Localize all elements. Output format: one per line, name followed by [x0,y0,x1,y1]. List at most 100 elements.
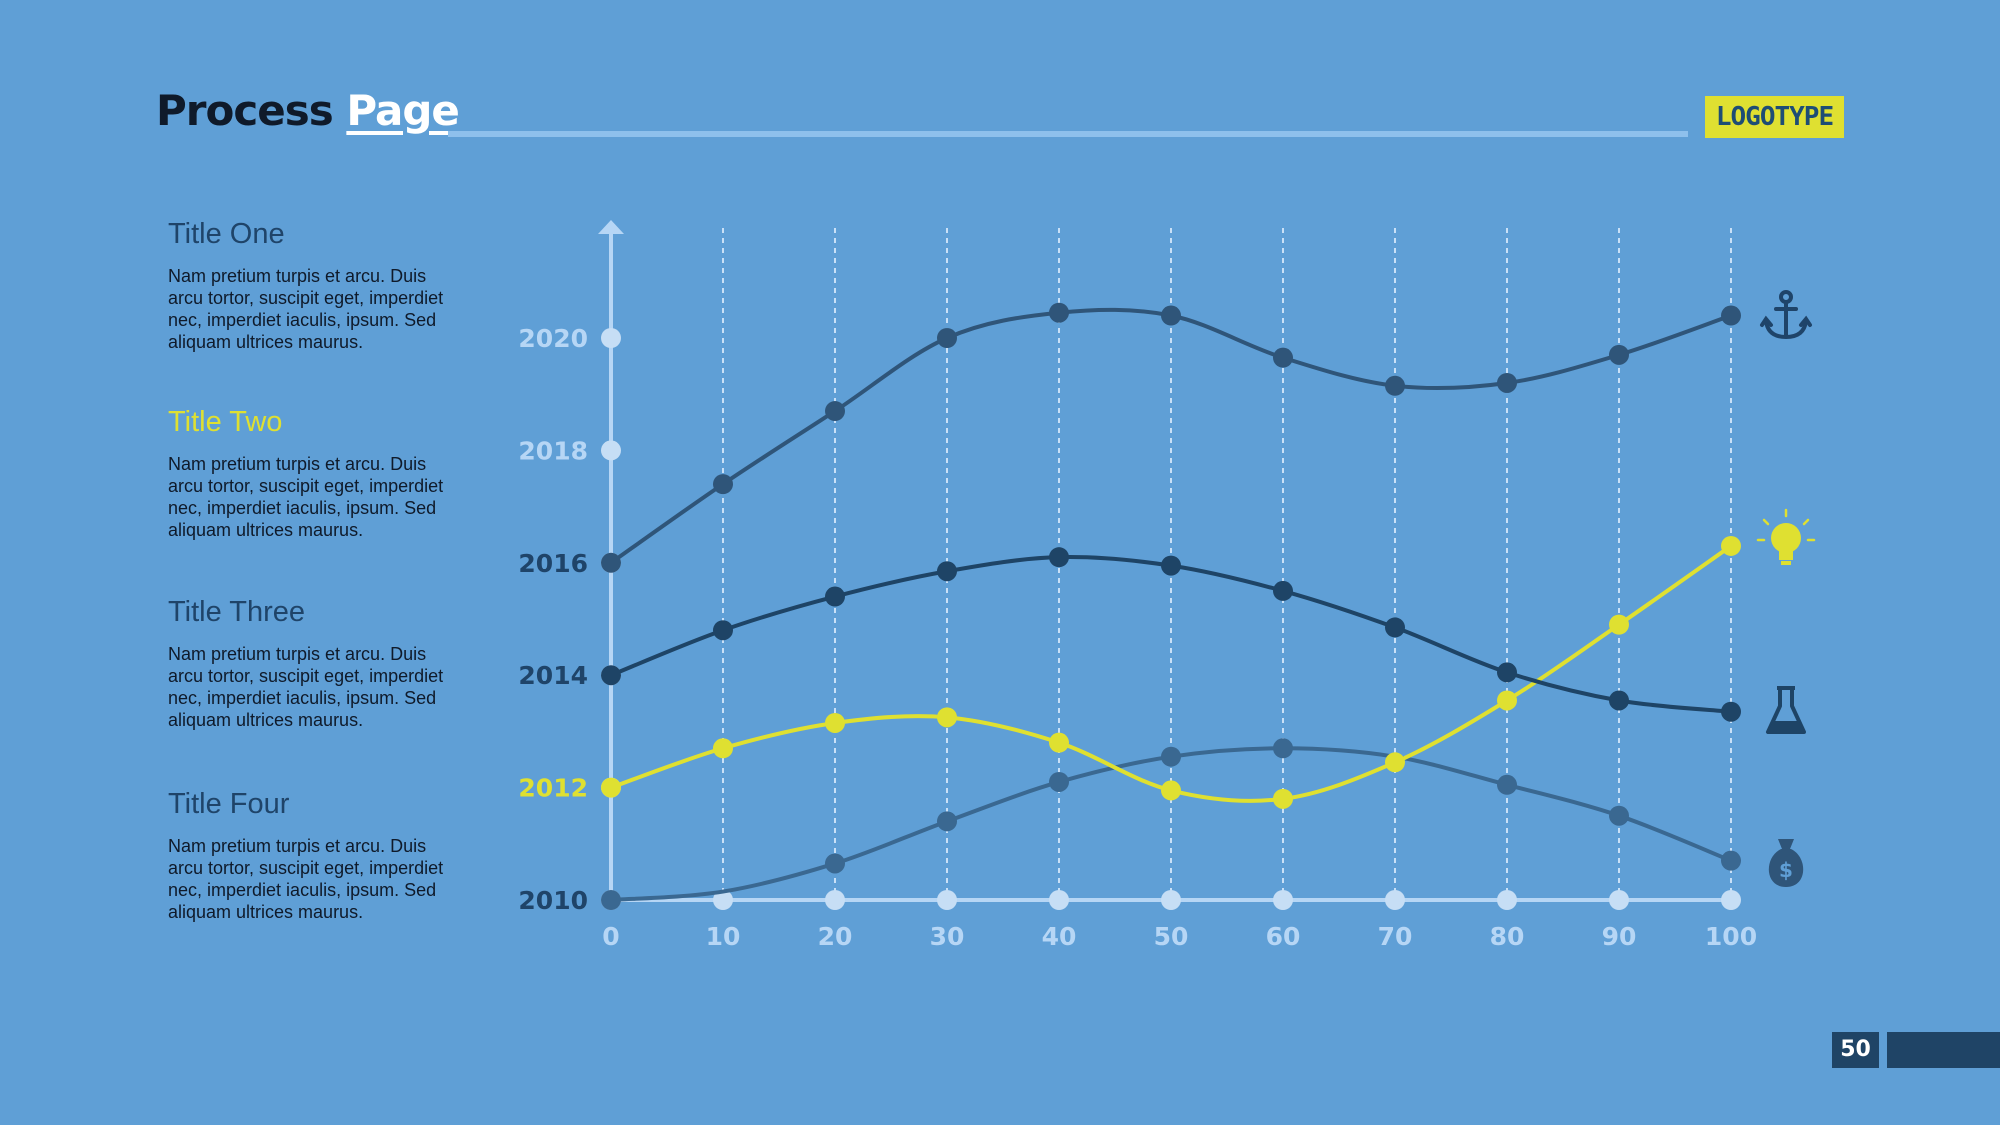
series-4-point [937,811,957,832]
tick-labels: 0 10 20 30 40 50 60 70 80 90 100 2010 2012 2014 2016 20… [518,324,1757,951]
series-2-point [1721,701,1741,722]
series-1 [601,302,1741,573]
y-tick-label: 2014 [518,661,588,690]
x-tick-label: 50 [1154,922,1189,951]
x-tick-label: 10 [706,922,741,951]
series-2-point [1161,555,1181,576]
svg-text:$: $ [1779,858,1793,882]
x-axis-tick-marker [1497,890,1517,910]
series-2-point [1273,580,1293,601]
y-tick-label: 2010 [518,886,588,915]
header-divider [448,131,1688,137]
y-tick-label: 2020 [518,324,588,353]
series-2-point [937,561,957,582]
logotype: LOGOTYPE [1705,96,1844,138]
series-1-point [713,474,733,495]
x-axis-tick-marker [713,890,733,910]
sidebar-item-3: Title Three Nam pretium turpis et arcu. … [168,596,458,731]
flask-icon [1766,686,1806,734]
series-1-point [825,401,845,422]
series-1-point [1273,347,1293,368]
series-4-point [825,853,845,874]
series-3-point [1609,614,1629,635]
series-1-point [1497,372,1517,393]
series-3-point [1273,788,1293,809]
page-title: Process Page [156,86,460,135]
x-axis-tick-marker [1273,890,1293,910]
series-2-point [1385,617,1405,638]
sidebar-item-body: Nam pretium turpis et arcu. Duis arcu to… [168,454,444,540]
sidebar-item-4: Title Four Nam pretium turpis et arcu. D… [168,788,458,923]
sidebar-item-title: Title One [168,218,285,250]
series-1-point [1385,375,1405,396]
series-3-point [601,777,621,798]
x-axis-tick-marker [937,890,957,910]
series-group [601,302,1741,910]
series-3-point [1049,732,1069,753]
series-2-point [601,665,621,686]
series-4-point [1273,738,1293,759]
sidebar-item-body: Nam pretium turpis et arcu. Duis arcu to… [168,836,444,922]
series-4-point [1049,771,1069,792]
sidebar-item-title: Title Two [168,406,283,438]
series-3-point [1497,690,1517,711]
sidebar-item-2: Title Two Nam pretium turpis et arcu. Du… [168,406,458,541]
x-tick-label: 90 [1602,922,1637,951]
footer-bar [1887,1032,2000,1068]
x-tick-label: 20 [818,922,853,951]
x-tick-label: 30 [930,922,965,951]
series-3-point [1385,752,1405,773]
x-axis-tick-marker [825,890,845,910]
x-axis-tick-marker [1161,890,1181,910]
series-3-point [713,738,733,759]
series-2-point [825,586,845,607]
series-2-point [1609,690,1629,711]
series-3-point [1721,535,1741,556]
title-word-page: Page [346,86,460,135]
x-axis-tick-marker [1049,890,1069,910]
y-tick-label: 2018 [518,436,588,465]
sidebar-item-title: Title Four [168,788,290,820]
title-word-process: Process [156,86,334,135]
x-tick-label: 70 [1378,922,1413,951]
y-tick-label: 2012 [518,774,588,803]
series-3-point [825,712,845,733]
x-axis-tick-marker [1721,890,1741,910]
series-3-point [937,707,957,728]
series-3 [601,535,1741,809]
anchor-icon [1760,290,1812,340]
series-4-point [1161,746,1181,767]
series-4-point [1609,805,1629,826]
series-1-line [609,307,1732,565]
series-1-point [1161,305,1181,326]
x-tick-label: 100 [1705,922,1757,951]
x-tick-label: 40 [1042,922,1077,951]
series-2 [601,547,1741,722]
x-axis-tick-marker [1609,890,1629,910]
series-4-point [601,890,621,910]
series-4-point [1497,774,1517,795]
series-3-point [1161,780,1181,801]
sidebar-item-body: Nam pretium turpis et arcu. Duis arcu to… [168,266,444,352]
x-tick-label: 60 [1266,922,1301,951]
series-2-point [1497,662,1517,683]
series-2-point [713,620,733,641]
lightbulb-icon [1756,508,1816,565]
series-1-point [937,328,957,348]
money-bag-icon: $ [1768,839,1804,887]
series-4 [601,738,1741,910]
series-1-point [1049,302,1069,323]
x-tick-label: 0 [602,922,619,951]
x-axis-tick-marker [1385,890,1405,910]
series-4-point [1721,850,1741,871]
y-axis-tick-marker [601,440,621,461]
series-1-point [1609,344,1629,365]
sidebar-item-title: Title Three [168,596,305,628]
series-1-point [601,552,621,573]
y-axis-tick-marker [601,328,621,348]
series-icons: $ [1756,290,1816,887]
page-number: 50 [1832,1032,1879,1068]
x-tick-label: 80 [1490,922,1525,951]
y-axis-arrow [598,220,624,234]
